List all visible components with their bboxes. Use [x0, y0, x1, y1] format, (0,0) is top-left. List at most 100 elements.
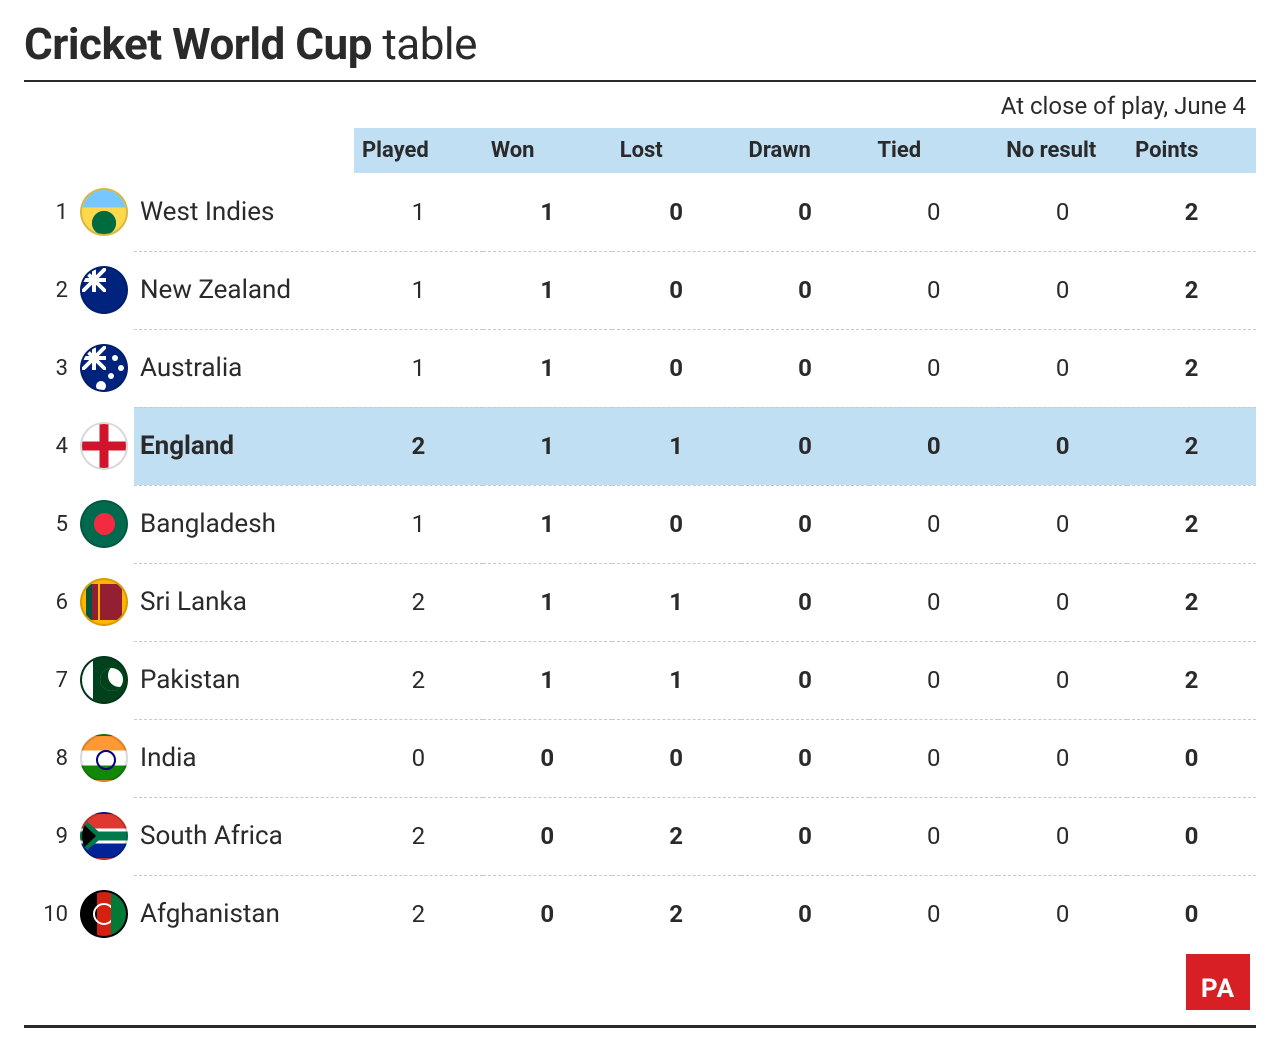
stat-cell: 0: [998, 329, 1127, 407]
flag-icon: [80, 812, 128, 860]
table-row: 8India0000000: [24, 719, 1256, 797]
stat-cell: 0: [741, 563, 870, 641]
flag-icon: [80, 890, 128, 938]
team-cell: Pakistan: [134, 641, 354, 719]
stat-cell: 0: [612, 719, 741, 797]
stat-cell: 0: [869, 641, 998, 719]
col-drawn: Drawn: [741, 128, 870, 173]
stat-cell: 0: [869, 173, 998, 251]
divider-bottom: [24, 1025, 1256, 1028]
team-cell: South Africa: [134, 797, 354, 875]
rank-cell: 8: [24, 719, 74, 797]
table-row: 5Bangladesh1100002: [24, 485, 1256, 563]
stat-cell: 0: [869, 719, 998, 797]
stat-cell: 0: [998, 719, 1127, 797]
rank-cell: 2: [24, 251, 74, 329]
col-tied: Tied: [869, 128, 998, 173]
team-cell: New Zealand: [134, 251, 354, 329]
stat-cell: 1: [612, 563, 741, 641]
stat-cell: 0: [869, 875, 998, 953]
table-row: 2New Zealand1100002: [24, 251, 1256, 329]
stat-cell: 2: [1127, 641, 1256, 719]
team-cell: Sri Lanka: [134, 563, 354, 641]
stat-cell: 2: [1127, 173, 1256, 251]
stat-cell: 0: [483, 797, 612, 875]
flag-icon: [80, 656, 128, 704]
stat-cell: 1: [483, 485, 612, 563]
stat-cell: 2: [354, 407, 483, 485]
stat-cell: 1: [483, 251, 612, 329]
stat-cell: 0: [998, 173, 1127, 251]
flag-cell: [74, 329, 134, 407]
stat-cell: 0: [869, 329, 998, 407]
col-blank: [24, 128, 74, 173]
stat-cell: 0: [998, 407, 1127, 485]
title-bold: Cricket World Cup: [24, 18, 372, 70]
table-row: 6Sri Lanka2110002: [24, 563, 1256, 641]
table-row: 1West Indies1100002: [24, 173, 1256, 251]
table-row: 10Afghanistan2020000: [24, 875, 1256, 953]
stat-cell: 2: [1127, 563, 1256, 641]
stat-cell: 1: [483, 173, 612, 251]
rank-cell: 6: [24, 563, 74, 641]
team-cell: India: [134, 719, 354, 797]
col-blank: [74, 128, 134, 173]
stat-cell: 1: [483, 641, 612, 719]
flag-icon: [80, 578, 128, 626]
stat-cell: 1: [354, 251, 483, 329]
stat-cell: 2: [354, 641, 483, 719]
page-title: Cricket World Cup table: [24, 18, 1256, 76]
stat-cell: 0: [1127, 719, 1256, 797]
rank-cell: 10: [24, 875, 74, 953]
rank-cell: 1: [24, 173, 74, 251]
rank-cell: 3: [24, 329, 74, 407]
stat-cell: 1: [612, 407, 741, 485]
stat-cell: 1: [612, 641, 741, 719]
stat-cell: 2: [354, 797, 483, 875]
stat-cell: 0: [483, 875, 612, 953]
col-points: Points: [1127, 128, 1256, 173]
stat-cell: 0: [741, 875, 870, 953]
rank-cell: 7: [24, 641, 74, 719]
rank-cell: 9: [24, 797, 74, 875]
team-cell: West Indies: [134, 173, 354, 251]
flag-cell: [74, 641, 134, 719]
stat-cell: 0: [869, 407, 998, 485]
stat-cell: 0: [869, 485, 998, 563]
stat-cell: 0: [998, 875, 1127, 953]
table-head: Played Won Lost Drawn Tied No result Poi…: [24, 128, 1256, 173]
stat-cell: 1: [354, 485, 483, 563]
flag-cell: [74, 251, 134, 329]
stat-cell: 1: [354, 329, 483, 407]
stat-cell: 1: [483, 329, 612, 407]
stat-cell: 0: [1127, 797, 1256, 875]
flag-cell: [74, 485, 134, 563]
col-blank: [134, 128, 354, 173]
stat-cell: 0: [741, 719, 870, 797]
standings-table: Played Won Lost Drawn Tied No result Poi…: [24, 128, 1256, 953]
flag-cell: [74, 875, 134, 953]
team-cell: Afghanistan: [134, 875, 354, 953]
table-row: 3Australia1100002: [24, 329, 1256, 407]
stat-cell: 0: [354, 719, 483, 797]
flag-icon: [80, 734, 128, 782]
rank-cell: 4: [24, 407, 74, 485]
subtitle: At close of play, June 4: [24, 88, 1256, 128]
stat-cell: 0: [869, 797, 998, 875]
flag-cell: [74, 719, 134, 797]
stat-cell: 2: [354, 563, 483, 641]
stat-cell: 0: [869, 563, 998, 641]
flag-cell: [74, 407, 134, 485]
stat-cell: 0: [741, 797, 870, 875]
stat-cell: 0: [1127, 875, 1256, 953]
source-badge-text: PA: [1201, 974, 1235, 1004]
stat-cell: 2: [1127, 407, 1256, 485]
flag-cell: [74, 173, 134, 251]
stat-cell: 1: [483, 407, 612, 485]
team-cell: Australia: [134, 329, 354, 407]
rank-cell: 5: [24, 485, 74, 563]
divider-top: [24, 80, 1256, 82]
flag-icon: [80, 266, 128, 314]
stat-cell: 2: [1127, 485, 1256, 563]
flag-icon: [80, 500, 128, 548]
